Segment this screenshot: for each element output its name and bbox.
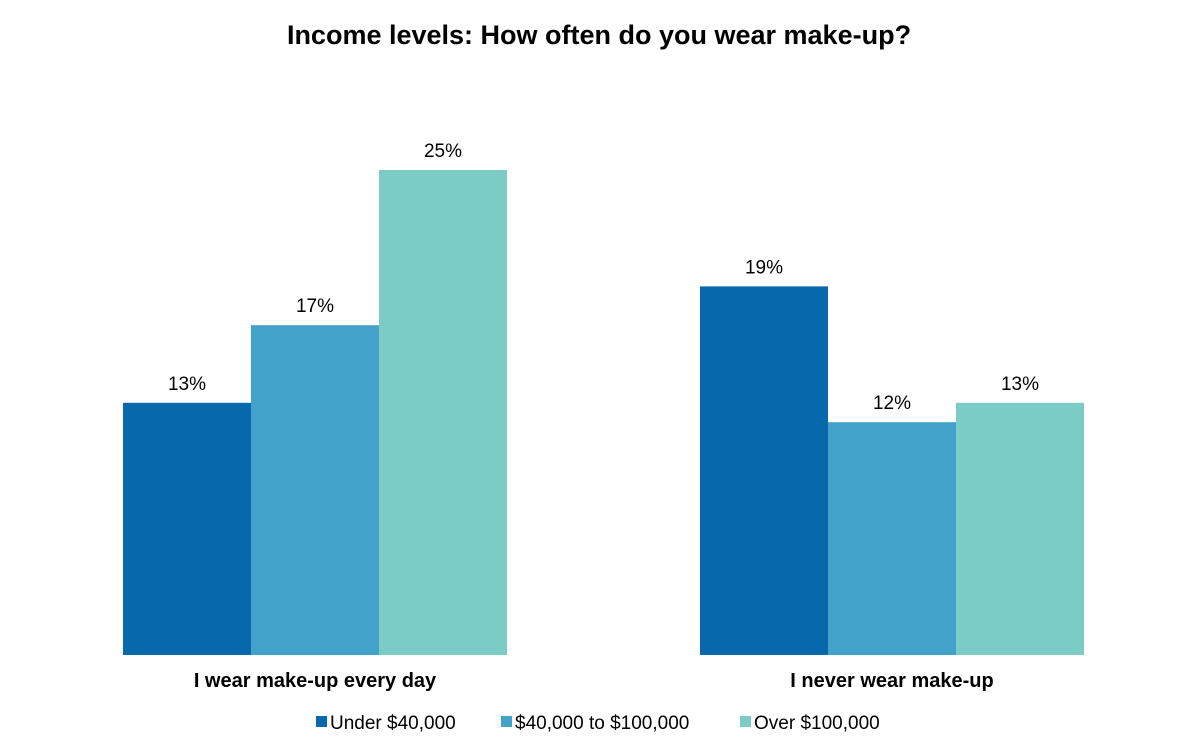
value-label-1-2: 17% (296, 296, 334, 317)
bar-1-series-1 (123, 402, 251, 655)
legend-swatch-2 (501, 716, 512, 727)
bar-1-series-3 (379, 170, 507, 655)
category-label-2: I never wear make-up (790, 670, 993, 692)
legend-label-3: Over $100,000 (754, 713, 880, 734)
legend-item-1: Under $40,000 (316, 713, 456, 734)
chart-title: Income levels: How often do you wear mak… (287, 20, 911, 50)
value-label-2-3: 13% (1001, 374, 1039, 395)
legend-label-2: $40,000 to $100,000 (515, 713, 689, 734)
value-label-2-2: 12% (873, 393, 911, 414)
legend: Under $40,000 $40,000 to $100,000 Over $10… (316, 713, 880, 734)
category-label-1: I wear make-up every day (194, 670, 437, 692)
value-labels-layer: 13% 17% 25% 19% 12% 13% (168, 141, 1039, 414)
bar-2-series-3 (956, 402, 1084, 655)
category-labels-layer: I wear make-up every day I never wear mak… (194, 670, 994, 692)
bars-layer (123, 170, 1084, 655)
value-label-2-1: 19% (745, 257, 783, 278)
bar-2-series-1 (700, 286, 828, 655)
legend-label-1: Under $40,000 (330, 713, 456, 734)
legend-item-2: $40,000 to $100,000 (501, 713, 689, 734)
bar-2-series-2 (828, 422, 956, 655)
legend-swatch-1 (316, 716, 327, 727)
legend-item-3: Over $100,000 (740, 713, 880, 734)
value-label-1-1: 13% (168, 374, 206, 395)
legend-swatch-3 (740, 716, 751, 727)
bar-1-series-2 (251, 325, 379, 655)
value-label-1-3: 25% (424, 141, 462, 162)
